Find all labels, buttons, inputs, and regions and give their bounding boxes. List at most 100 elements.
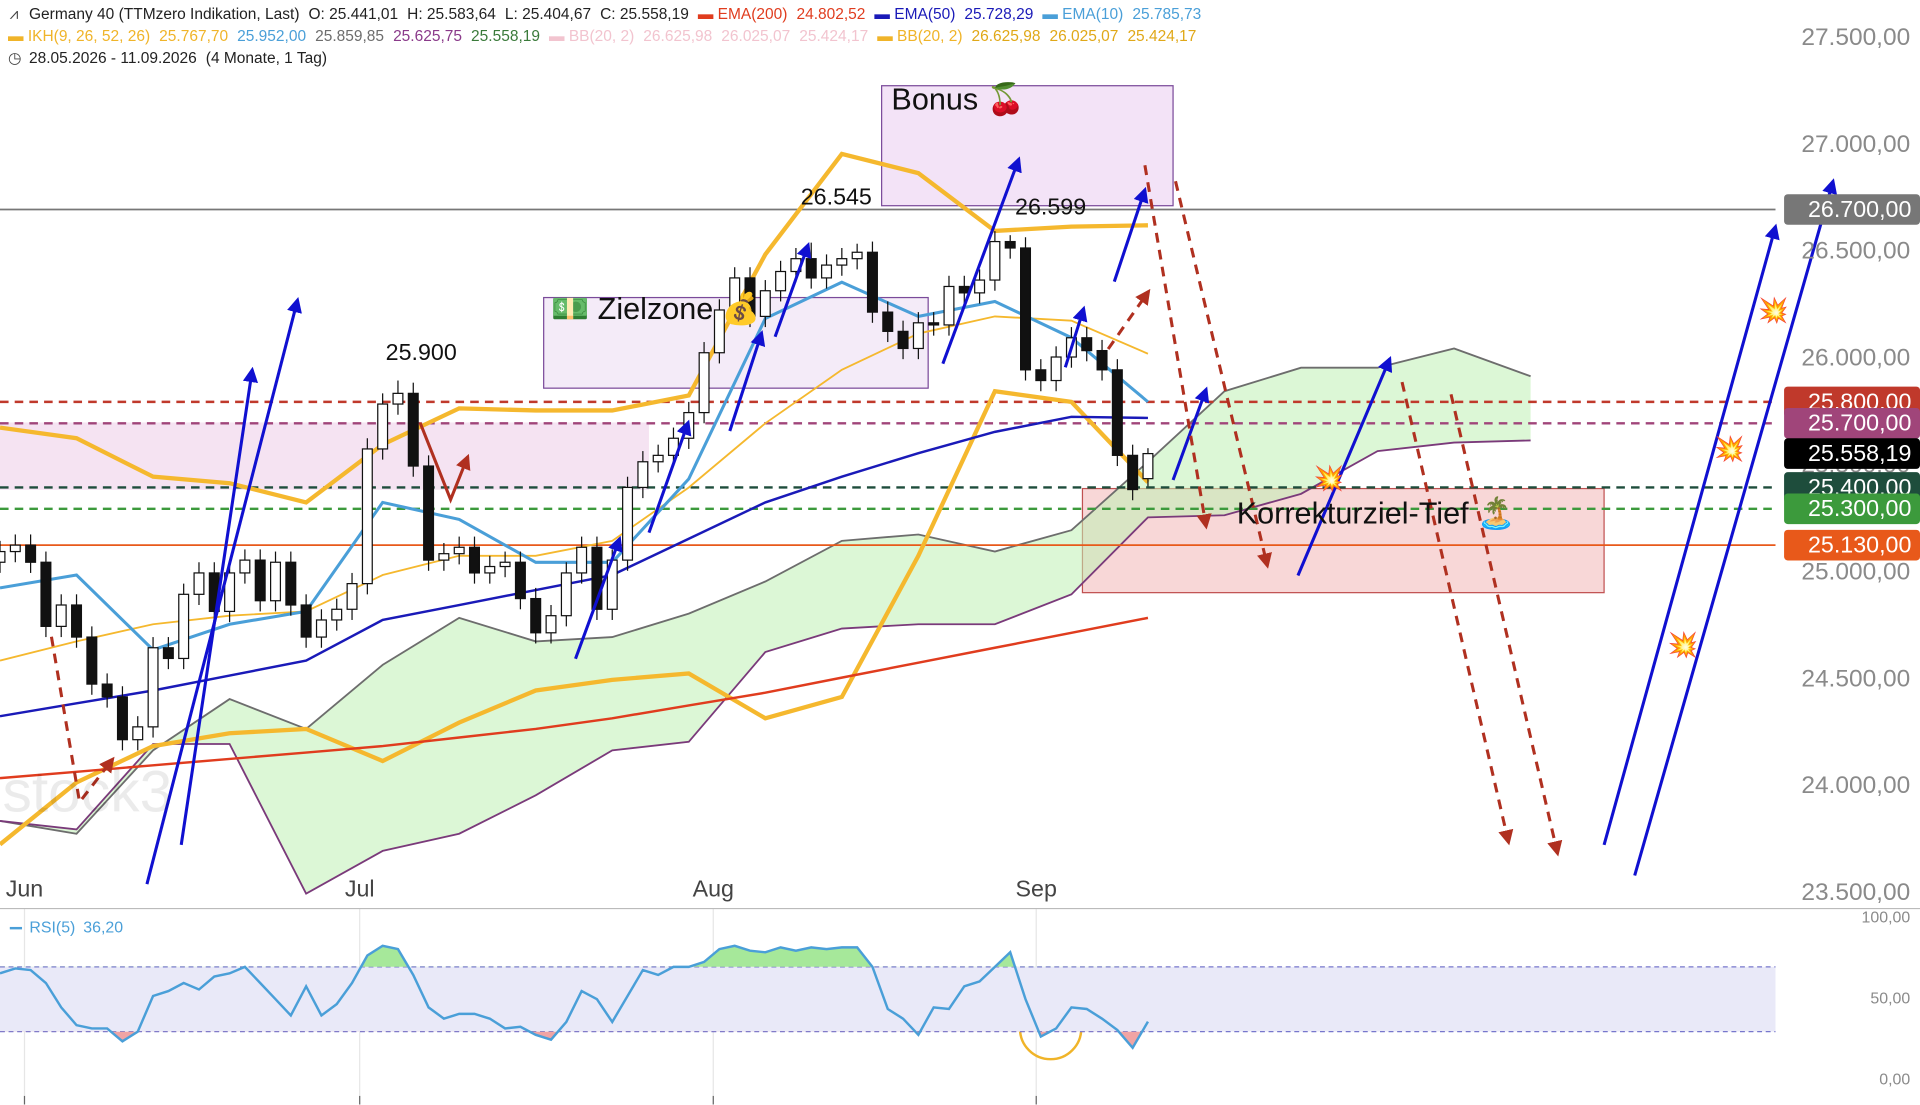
ohlc: H: 25.583,64 — [407, 6, 496, 23]
candle-body — [468, 546, 481, 574]
arrow — [1112, 186, 1149, 283]
candle-body — [530, 597, 542, 634]
rsi-tick-label: 0,00 — [1879, 1071, 1910, 1088]
candle-body — [1081, 337, 1093, 352]
annotation: 26.545 — [801, 184, 872, 210]
candle-body — [759, 290, 771, 318]
candle-body — [484, 565, 496, 574]
arrow — [773, 242, 812, 338]
candle-body — [71, 604, 83, 638]
y-tick-label: 25.000,00 — [1801, 558, 1910, 585]
candle-body — [928, 322, 940, 326]
rsi-band — [0, 966, 1776, 1032]
ohlc: C: 25.558,19 — [600, 6, 689, 23]
y-tick-label: 23.500,00 — [1801, 879, 1910, 906]
arrow — [1602, 223, 1780, 846]
arrow — [728, 330, 766, 432]
legend-value: 25.785,73 — [1132, 6, 1202, 23]
candle-body — [897, 330, 909, 350]
legend-value: 25.558,19 — [471, 28, 540, 45]
legend-text: IKH(9, 26, 52, 26) — [27, 28, 151, 45]
arrow — [49, 636, 115, 806]
ema-line — [0, 415, 1148, 718]
rsi-tick-label: 100,00 — [1862, 909, 1911, 926]
legend-value: 25.424,17 — [1127, 28, 1197, 45]
annotation: 26.599 — [1015, 193, 1086, 219]
candle-body — [744, 277, 756, 318]
candle-body — [974, 279, 986, 294]
icon: ⩘ — [9, 6, 19, 23]
candle-body — [943, 285, 955, 326]
ema-line — [0, 280, 1149, 652]
candle-body — [1035, 369, 1047, 382]
instrument: Germany 40 (TTMzero Indikation, Last) — [29, 6, 300, 23]
candle-body — [775, 270, 787, 292]
rsi-oversold — [0, 1031, 1148, 1048]
candle-body — [239, 559, 251, 574]
price-label: 25.700,00 — [1808, 410, 1912, 436]
annotation: 25.900 — [386, 339, 457, 365]
axes: 23.500,00 24.000,00 24.500,00 25.000,00 25.5… — [6, 24, 1920, 1105]
price-label-box — [1784, 438, 1920, 469]
candle-body — [1004, 240, 1016, 249]
legend-value: 26.625,98 — [643, 28, 713, 45]
legend-text: EMA(50) — [894, 6, 956, 23]
candle-body — [851, 251, 863, 260]
candle-body — [729, 277, 741, 311]
date-range: 28.05.2026 - 11.09.2026 — [29, 50, 197, 67]
candle-body — [300, 604, 312, 638]
x-tick-label: Sep — [1016, 875, 1057, 901]
arrow — [1174, 180, 1272, 569]
candle-body — [958, 285, 970, 294]
candle-body — [392, 392, 404, 405]
candle-body — [591, 546, 603, 610]
bollinger-upper — [0, 151, 1148, 505]
candle-body — [866, 251, 878, 313]
legend-value: 24.802,52 — [796, 6, 866, 23]
candle-body — [116, 696, 128, 741]
rsi-value: 36,20 — [83, 919, 123, 936]
background-zones — [0, 85, 1605, 594]
x-tick-label: Jun — [6, 875, 43, 901]
legend-value: 25.952,00 — [237, 28, 307, 45]
candle-body — [178, 593, 190, 660]
candle-body — [361, 448, 373, 585]
legend-name: ▬ BB(20, 2) — [877, 28, 963, 45]
legend-text: BB(20, 2) — [897, 28, 963, 45]
ema-line — [0, 616, 1149, 780]
y-tick-label: 26.000,00 — [1801, 345, 1910, 372]
candle-body — [9, 544, 21, 553]
annotation: Korrekturziel-Tief 🏝️ — [1237, 496, 1516, 531]
span-a — [0, 347, 1531, 835]
legend-value: 25.767,70 — [159, 28, 229, 45]
candle-body — [407, 392, 419, 467]
candle-body — [346, 583, 358, 610]
candle-body — [101, 683, 113, 698]
candle-body — [1050, 356, 1062, 382]
rsi-name: RSI(5) — [29, 919, 75, 936]
candle-body — [1111, 369, 1123, 456]
candle-body — [315, 619, 327, 638]
price-label: 25.130,00 — [1808, 532, 1912, 558]
arrow — [179, 366, 259, 846]
arrow — [647, 419, 692, 534]
legend-text: EMA(10) — [1062, 6, 1124, 23]
burst: 💥 — [1758, 296, 1788, 326]
legend-text: BB(20, 2) — [568, 28, 635, 45]
candle-body — [560, 572, 572, 617]
legend-values: 26.625,98 26.025,07 25.424,17 — [643, 26, 868, 48]
legend-header: ⩘ Germany 40 (TTMzero Indikation, Last) … — [8, 4, 1201, 70]
arrow — [941, 156, 1022, 365]
candle-body — [514, 561, 526, 600]
ohlc: L: 25.404,67 — [504, 6, 592, 23]
burst: 💥 — [1668, 630, 1698, 660]
y-tick-label: 24.500,00 — [1801, 665, 1910, 692]
legend-value: 25.424,17 — [799, 28, 869, 45]
price-label: 25.300,00 — [1808, 495, 1912, 521]
candle-body — [438, 553, 450, 561]
candle-body — [132, 726, 144, 741]
candle-body — [377, 403, 389, 450]
candle-body — [989, 240, 1001, 281]
rsi-panel: 0,00 50,00 100,00 RSI(5) 36,20 — [0, 907, 1920, 1088]
